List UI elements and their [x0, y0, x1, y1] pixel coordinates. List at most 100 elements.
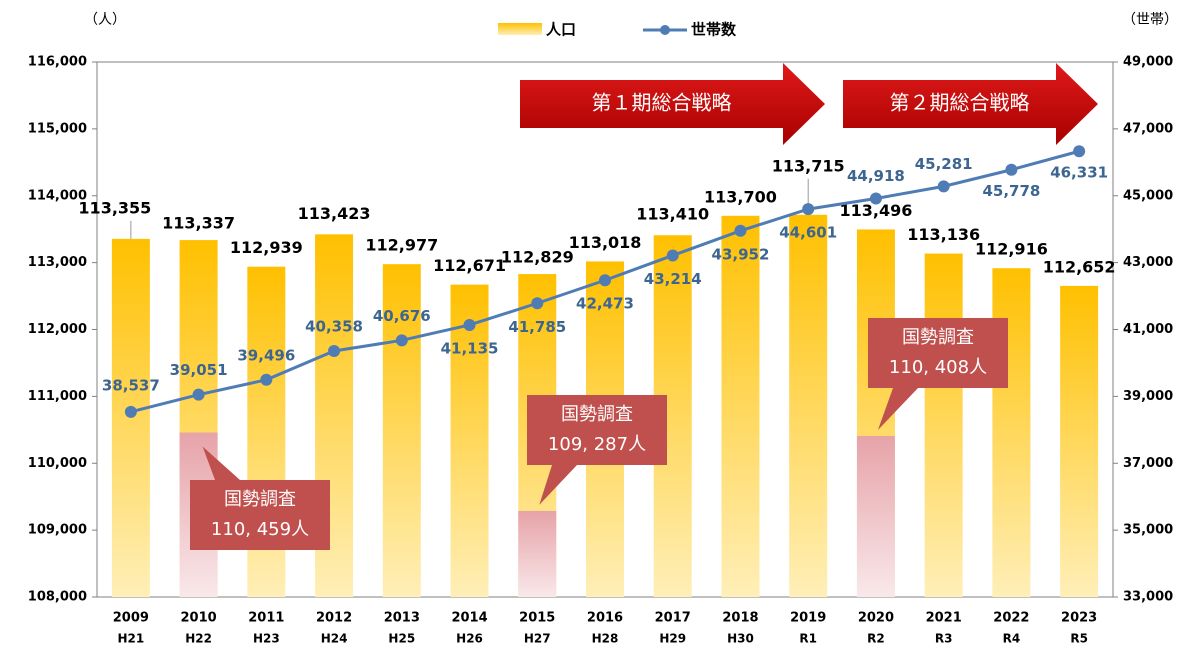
- household-label: 44,601: [779, 224, 837, 242]
- census-bar: [856, 435, 895, 597]
- y-tick-label: 112,000: [28, 322, 87, 337]
- census-title: 国勢調査: [224, 489, 296, 510]
- y2-tick-label: 41,000: [1123, 322, 1173, 337]
- household-point: [531, 297, 544, 310]
- census-callout: [868, 318, 1008, 430]
- census-value: 109, 287人: [548, 434, 646, 455]
- population-bar: [721, 215, 760, 597]
- population-label: 113,136: [907, 225, 980, 244]
- y-tick-label: 110,000: [28, 456, 87, 471]
- x-tick-label: 2012: [316, 611, 352, 626]
- legend-bar-swatch: [498, 23, 542, 35]
- household-point: [869, 192, 882, 205]
- x-tick-label: 2018: [722, 611, 758, 626]
- population-bar: [1060, 285, 1099, 597]
- census-value: 110, 459人: [211, 519, 309, 540]
- x-sub-label: H22: [185, 632, 212, 646]
- y2-tick-label: 33,000: [1123, 590, 1173, 605]
- population-label: 112,829: [501, 248, 574, 267]
- population-label: 113,337: [162, 214, 235, 233]
- census-callout: [190, 446, 330, 550]
- population-label: 112,916: [975, 240, 1048, 259]
- x-tick-label: 2014: [451, 611, 487, 626]
- census-title: 国勢調査: [902, 327, 974, 348]
- x-tick-label: 2020: [858, 611, 894, 626]
- x-tick-label: 2013: [384, 611, 420, 626]
- x-sub-label: H25: [388, 632, 415, 646]
- x-tick-label: 2009: [113, 611, 149, 626]
- population-label: 113,355: [78, 198, 151, 217]
- x-sub-label: H30: [727, 632, 754, 646]
- household-label: 43,952: [712, 245, 770, 263]
- strategy-label: 第１期総合戦略: [592, 91, 732, 115]
- x-sub-label: R5: [1070, 632, 1088, 646]
- population-bar: [924, 253, 963, 597]
- x-tick-label: 2010: [181, 611, 217, 626]
- household-point: [937, 180, 950, 193]
- y-tick-label: 116,000: [28, 55, 87, 70]
- household-point: [260, 373, 273, 386]
- x-sub-label: R2: [867, 632, 885, 646]
- population-bar: [111, 238, 150, 597]
- y-tick-label: 109,000: [28, 523, 87, 538]
- x-sub-label: H27: [524, 632, 551, 646]
- household-label: 45,281: [915, 155, 973, 173]
- x-sub-label: H24: [321, 632, 348, 646]
- y2-tick-label: 47,000: [1123, 121, 1173, 136]
- x-tick-label: 2022: [993, 611, 1029, 626]
- strategy-arrow: [520, 63, 825, 145]
- population-bar: [450, 284, 489, 597]
- y2-tick-label: 45,000: [1123, 188, 1173, 203]
- x-sub-label: R1: [799, 632, 817, 646]
- x-sub-label: H28: [592, 632, 619, 646]
- household-point: [802, 203, 815, 216]
- strategy-label: 第２期総合戦略: [890, 91, 1030, 115]
- population-label: 112,652: [1043, 257, 1116, 276]
- legend-line-label: 世帯数: [691, 21, 737, 39]
- household-label: 39,496: [237, 346, 295, 364]
- household-point: [463, 318, 476, 331]
- x-tick-label: 2021: [926, 611, 962, 626]
- x-tick-label: 2015: [519, 611, 555, 626]
- x-sub-label: H21: [117, 632, 144, 646]
- census-value: 110, 408人: [889, 357, 987, 378]
- population-label: 113,700: [704, 187, 777, 206]
- census-callout: [527, 395, 667, 505]
- y2-tick-label: 39,000: [1123, 389, 1173, 404]
- household-label: 41,135: [441, 339, 499, 357]
- y-tick-label: 114,000: [28, 188, 87, 203]
- population-label: 112,977: [365, 236, 438, 255]
- household-label: 39,051: [170, 361, 228, 379]
- population-label: 113,715: [772, 156, 845, 175]
- population-label: 112,671: [433, 256, 506, 275]
- legend-line-dot: [660, 25, 670, 35]
- household-label: 45,778: [982, 182, 1040, 200]
- household-point: [734, 224, 747, 237]
- census-title: 国勢調査: [561, 404, 633, 425]
- household-label: 43,214: [644, 270, 702, 288]
- x-sub-label: H29: [659, 632, 686, 646]
- y2-tick-label: 37,000: [1123, 456, 1173, 471]
- x-sub-label: H23: [253, 632, 280, 646]
- household-label: 46,331: [1050, 164, 1108, 182]
- population-label: 113,018: [569, 233, 642, 252]
- y-unit: （人）: [84, 12, 126, 28]
- household-point: [124, 405, 137, 418]
- household-label: 42,473: [576, 295, 634, 313]
- y2-unit: （世帯）: [1122, 12, 1178, 28]
- household-point: [666, 249, 679, 262]
- x-tick-label: 2019: [790, 611, 826, 626]
- x-tick-label: 2016: [587, 611, 623, 626]
- population-label: 113,496: [839, 201, 912, 220]
- household-label: 40,358: [305, 317, 363, 335]
- y-tick-label: 108,000: [28, 590, 87, 605]
- household-point: [1073, 145, 1086, 158]
- household-label: 41,785: [508, 318, 566, 336]
- y2-tick-label: 43,000: [1123, 255, 1173, 270]
- census-bar: [518, 510, 557, 597]
- household-label: 38,537: [102, 376, 160, 394]
- household-label: 40,676: [373, 307, 431, 325]
- population-bar: [992, 268, 1031, 597]
- y-tick-label: 115,000: [28, 121, 87, 136]
